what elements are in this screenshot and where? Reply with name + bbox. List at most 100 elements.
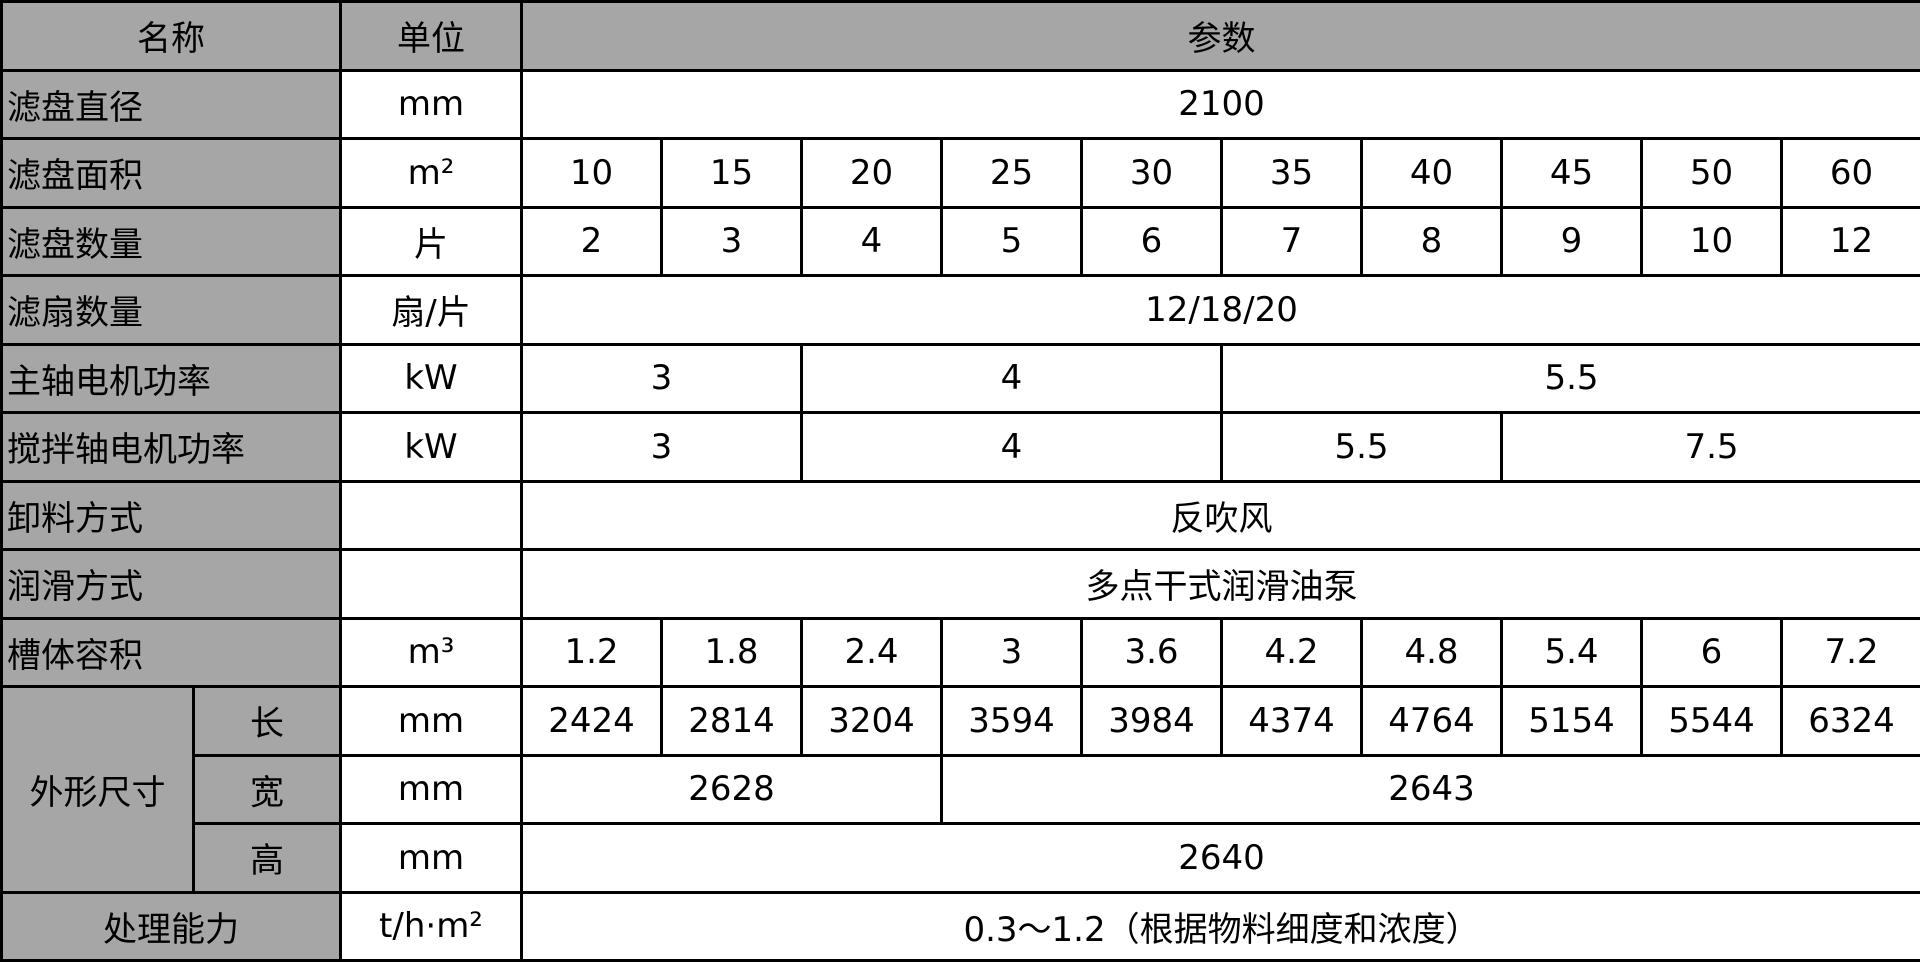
row-unit bbox=[341, 550, 522, 619]
param-cell: 40 bbox=[1362, 139, 1502, 208]
dimensions-group-label: 外形尺寸 bbox=[2, 687, 194, 893]
param-cell: 25 bbox=[942, 139, 1082, 208]
param-cell: 6324 bbox=[1782, 687, 1920, 756]
param-cell: 6 bbox=[1642, 618, 1782, 687]
param-cell: 10 bbox=[1642, 207, 1782, 276]
param-cell: 3594 bbox=[942, 687, 1082, 756]
param-cell: 45 bbox=[1502, 139, 1642, 208]
row-name: 滤盘直径 bbox=[2, 70, 341, 139]
param-cell: 4.8 bbox=[1362, 618, 1502, 687]
dimension-name: 宽 bbox=[194, 755, 341, 824]
param-cell: 反吹风 bbox=[522, 481, 1920, 550]
row-name: 主轴电机功率 bbox=[2, 344, 341, 413]
row-name: 润滑方式 bbox=[2, 550, 341, 619]
param-cell: 60 bbox=[1782, 139, 1920, 208]
table-row: 润滑方式 多点干式润滑油泵 bbox=[2, 550, 1920, 619]
param-cell: 5544 bbox=[1642, 687, 1782, 756]
dimension-name: 高 bbox=[194, 824, 341, 893]
row-unit bbox=[341, 481, 522, 550]
param-cell: 12/18/20 bbox=[522, 276, 1920, 345]
param-cell: 3984 bbox=[1082, 687, 1222, 756]
param-cell: 2.4 bbox=[802, 618, 942, 687]
row-name: 处理能力 bbox=[2, 892, 341, 961]
param-cell: 5 bbox=[942, 207, 1082, 276]
row-unit: m² bbox=[341, 139, 522, 208]
row-name: 滤盘数量 bbox=[2, 207, 341, 276]
param-cell: 3 bbox=[522, 344, 802, 413]
header-row: 名称 单位 参数 bbox=[2, 2, 1920, 71]
dimension-name: 长 bbox=[194, 687, 341, 756]
param-cell: 1.2 bbox=[522, 618, 662, 687]
row-name: 滤扇数量 bbox=[2, 276, 341, 345]
header-unit: 单位 bbox=[341, 2, 522, 71]
param-cell: 3 bbox=[942, 618, 1082, 687]
param-cell: 多点干式润滑油泵 bbox=[522, 550, 1920, 619]
param-cell: 15 bbox=[662, 139, 802, 208]
param-cell: 4 bbox=[802, 207, 942, 276]
param-cell: 3.6 bbox=[1082, 618, 1222, 687]
row-unit: mm bbox=[341, 70, 522, 139]
param-cell: 4 bbox=[802, 344, 1222, 413]
param-cell: 9 bbox=[1502, 207, 1642, 276]
param-cell: 12 bbox=[1782, 207, 1920, 276]
row-unit: 片 bbox=[341, 207, 522, 276]
param-cell: 10 bbox=[522, 139, 662, 208]
row-name: 槽体容积 bbox=[2, 618, 341, 687]
param-cell: 3 bbox=[662, 207, 802, 276]
row-unit: kW bbox=[341, 413, 522, 482]
row-unit: 扇/片 bbox=[341, 276, 522, 345]
param-cell: 4.2 bbox=[1222, 618, 1362, 687]
param-cell: 2814 bbox=[662, 687, 802, 756]
param-cell: 20 bbox=[802, 139, 942, 208]
row-unit: mm bbox=[341, 824, 522, 893]
param-cell: 4764 bbox=[1362, 687, 1502, 756]
param-cell: 30 bbox=[1082, 139, 1222, 208]
param-cell: 8 bbox=[1362, 207, 1502, 276]
row-unit: kW bbox=[341, 344, 522, 413]
param-cell: 4 bbox=[802, 413, 1222, 482]
param-cell: 35 bbox=[1222, 139, 1362, 208]
param-cell: 5.5 bbox=[1222, 344, 1920, 413]
row-unit: m³ bbox=[341, 618, 522, 687]
param-cell: 1.8 bbox=[662, 618, 802, 687]
row-name: 滤盘面积 bbox=[2, 139, 341, 208]
row-unit: t/h·m² bbox=[341, 892, 522, 961]
param-cell: 2424 bbox=[522, 687, 662, 756]
param-cell: 5154 bbox=[1502, 687, 1642, 756]
row-name: 搅拌轴电机功率 bbox=[2, 413, 341, 482]
param-cell: 0.3～1.2（根据物料细度和浓度） bbox=[522, 892, 1920, 961]
param-cell: 2100 bbox=[522, 70, 1920, 139]
param-cell: 2 bbox=[522, 207, 662, 276]
row-name: 卸料方式 bbox=[2, 481, 341, 550]
row-unit: mm bbox=[341, 687, 522, 756]
table-row: 卸料方式 反吹风 bbox=[2, 481, 1920, 550]
param-cell: 4374 bbox=[1222, 687, 1362, 756]
param-cell: 50 bbox=[1642, 139, 1782, 208]
param-cell: 3204 bbox=[802, 687, 942, 756]
param-cell: 3 bbox=[522, 413, 802, 482]
row-unit: mm bbox=[341, 755, 522, 824]
param-cell: 5.4 bbox=[1502, 618, 1642, 687]
param-cell: 7 bbox=[1222, 207, 1362, 276]
param-cell: 6 bbox=[1082, 207, 1222, 276]
header-name: 名称 bbox=[2, 2, 341, 71]
param-cell: 2628 bbox=[522, 755, 942, 824]
param-cell: 7.2 bbox=[1782, 618, 1920, 687]
header-params: 参数 bbox=[522, 2, 1920, 71]
param-cell: 2643 bbox=[942, 755, 1920, 824]
param-cell: 7.5 bbox=[1502, 413, 1920, 482]
param-cell: 2640 bbox=[522, 824, 1920, 893]
